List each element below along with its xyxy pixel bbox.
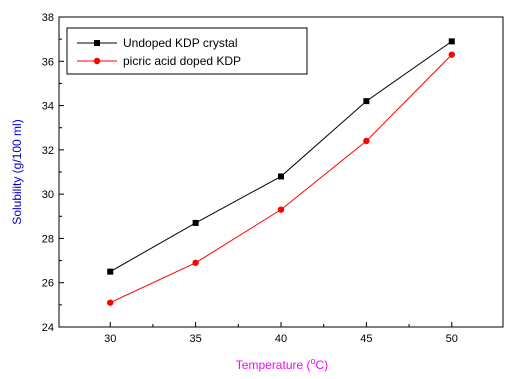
legend-label-0: Undoped KDP crystal bbox=[123, 36, 238, 50]
series-line-0 bbox=[109, 40, 453, 273]
y-tick-label-2: 28 bbox=[42, 233, 54, 245]
x-axis-title-main: Temperature ( bbox=[236, 358, 311, 372]
legend: Undoped KDP crystal picric acid doped KD… bbox=[66, 27, 308, 75]
y-tick-label-0: 24 bbox=[42, 322, 54, 334]
x-tick-label-0: 30 bbox=[104, 333, 116, 345]
axis-ticks: 30 35 40 45 50 24 26 28 30 32 34 36 38 bbox=[42, 12, 458, 345]
y-tick-label-1: 26 bbox=[42, 278, 54, 290]
x-tick-label-1: 35 bbox=[189, 333, 201, 345]
x-tick-label-3: 45 bbox=[360, 333, 372, 345]
legend-marker-1 bbox=[93, 57, 101, 65]
x-axis-title: Temperature (oC) bbox=[236, 356, 328, 372]
legend-marker-0 bbox=[94, 40, 100, 46]
series-0-point-2 bbox=[278, 173, 284, 180]
series-1-point-1 bbox=[192, 259, 199, 266]
y-tick-label-3: 30 bbox=[42, 189, 54, 201]
series-0-point-1 bbox=[192, 219, 199, 226]
series-0-point-3 bbox=[363, 98, 370, 105]
y-tick-label-6: 36 bbox=[42, 56, 54, 68]
y-tick-label-4: 32 bbox=[42, 145, 54, 157]
x-tick-label-4: 50 bbox=[446, 333, 458, 345]
y-axis-title: Solubility (g/100 ml) bbox=[10, 119, 24, 224]
series-1-point-0 bbox=[107, 299, 114, 306]
series-group bbox=[107, 38, 455, 306]
legend-label-1: picric acid doped KDP bbox=[123, 54, 241, 68]
legend-box bbox=[66, 27, 308, 75]
series-0-point-0 bbox=[107, 268, 114, 275]
series-1-point-4 bbox=[448, 51, 455, 58]
x-tick-label-2: 40 bbox=[275, 333, 287, 345]
y-tick-label-5: 34 bbox=[42, 101, 54, 113]
x-axis-title-unit: C) bbox=[316, 358, 329, 372]
series-0-point-4 bbox=[448, 38, 455, 45]
y-tick-label-7: 38 bbox=[42, 12, 54, 24]
series-1-point-2 bbox=[277, 206, 285, 213]
x-axis-title-degree: o bbox=[311, 356, 316, 366]
series-1-point-3 bbox=[363, 137, 370, 145]
